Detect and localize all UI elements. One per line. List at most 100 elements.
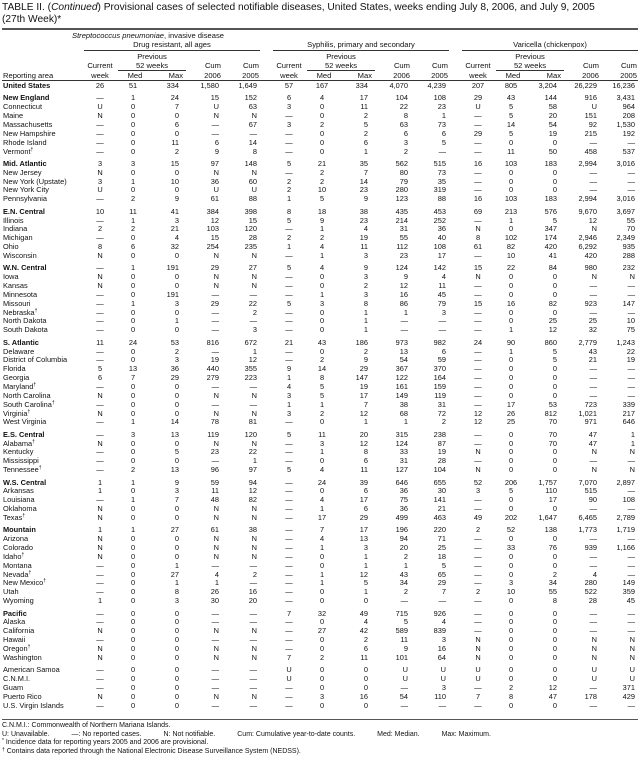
- cell-value: 2: [174, 346, 179, 356]
- cell-value: 5: [508, 486, 514, 496]
- cell-value: 0: [552, 700, 557, 710]
- cell-value: 12: [359, 569, 368, 579]
- cell-value: —: [474, 438, 482, 448]
- cell-value: 167: [315, 81, 329, 90]
- cell-value: 715: [395, 608, 408, 618]
- table-row: Florida 5 13 36 440 355 9 14 29 367 370 — 0 0 — —: [2, 364, 638, 374]
- cell-value: 202: [504, 512, 518, 522]
- cell-value: 19: [359, 381, 368, 391]
- cell-value: 3,016: [616, 194, 636, 204]
- top-rule: [2, 28, 638, 30]
- cell-value: 0: [508, 596, 514, 606]
- cum-2005-label: 2005: [431, 71, 448, 80]
- cell-value: 51: [128, 81, 138, 90]
- reporting-area: Illinois: [2, 216, 82, 226]
- cell-value: N: [213, 543, 219, 553]
- area-name: Wyoming: [3, 596, 34, 606]
- cell-value: 1: [403, 560, 408, 570]
- cell-value: 11: [438, 281, 446, 291]
- cell-value: 19: [359, 233, 368, 243]
- table-row: American Samoa — 0 0 — — U 0 0 U U U 0 0 U U: [2, 665, 638, 675]
- cell-value: 0: [552, 364, 557, 374]
- cell-value: —: [249, 608, 257, 618]
- cell-value: 29: [210, 298, 219, 308]
- cell-value: N: [97, 390, 103, 400]
- cell-value: 2,349: [616, 233, 636, 243]
- cell-value: —: [589, 682, 597, 692]
- cell-value: N: [97, 512, 103, 522]
- cell-value: 178: [584, 691, 597, 701]
- cell-value: U: [97, 185, 103, 195]
- reporting-area: Virginia†: [2, 409, 82, 419]
- area-name: Missouri: [3, 298, 31, 308]
- cell-value: U: [402, 665, 408, 675]
- cell-value: 61: [473, 242, 483, 252]
- cell-value: 35: [359, 158, 368, 168]
- table-row: Pennsylvania — 2 9 61 88 1 5 9 123 88 16 103 183 2,994…: [2, 194, 638, 204]
- cell-value: 144: [544, 93, 557, 103]
- cell-value: 1: [286, 399, 292, 409]
- area-name: Wisconsin: [3, 250, 37, 260]
- cell-value: —: [285, 137, 293, 147]
- legend-item: U: Unavailable.: [2, 730, 50, 738]
- cell-value: 7: [286, 652, 292, 662]
- table-row: Guam — 0 0 — — — 0 0 — 3 — 2 12 — 371: [2, 682, 638, 693]
- cell-value: 0: [552, 272, 557, 282]
- cum-label: Cum: [393, 61, 410, 70]
- cell-value: 11: [360, 652, 368, 662]
- cell-value: 123: [395, 194, 408, 204]
- table-row: Massachusetts — 0 6 — 67 3 2 5 63 73 — 14 54 92 1,530: [2, 120, 638, 130]
- cell-value: 0: [319, 643, 325, 653]
- cell-value: 22: [399, 102, 408, 112]
- cell-value: 82: [248, 495, 257, 505]
- cell-value: —: [438, 596, 446, 606]
- group-underline-0: [84, 50, 260, 51]
- cell-value: N: [213, 512, 219, 522]
- table-row: Tennessee† —2 13 96 97 5 4 11 127 104 N 0 0 N N: [2, 465, 638, 475]
- cell-value: 0: [508, 608, 514, 618]
- cell-value: 4: [319, 534, 325, 544]
- area-name: S. Atlantic: [3, 337, 39, 347]
- cell-value: 69: [473, 206, 483, 216]
- area-name: New Jersey: [3, 167, 42, 177]
- cell-value: 88: [437, 194, 446, 204]
- cell-value: 8: [319, 373, 325, 383]
- cell-value: 29: [359, 512, 368, 522]
- cell-value: N: [213, 534, 219, 544]
- footnote-dagger: † Contains data reported through the Nat…: [2, 746, 301, 755]
- cell-value: 94: [248, 477, 257, 487]
- cell-value: 15: [210, 93, 219, 103]
- cell-value: 12: [548, 325, 557, 335]
- cell-value: 3: [286, 390, 292, 400]
- cell-value: 9: [363, 194, 368, 204]
- cell-value: 420: [584, 250, 597, 260]
- cell-value: 0: [130, 486, 136, 496]
- cell-value: 55: [399, 233, 408, 243]
- footnote-marker: †: [32, 438, 35, 445]
- cell-value: —: [474, 185, 482, 195]
- cell-value: 0: [319, 486, 325, 496]
- cell-value: —: [474, 215, 482, 225]
- legend-item: —: No reported cases.: [71, 730, 142, 738]
- table-row: W.N. Central — 1 191 29 27 5 4 9 124 142 15 22 84 980 2…: [2, 263, 638, 273]
- cell-value: —: [589, 381, 597, 391]
- cell-value: 29: [359, 364, 368, 374]
- cell-value: 0: [508, 438, 514, 448]
- cell-value: —: [285, 111, 293, 121]
- cell-value: 124: [395, 438, 408, 448]
- cell-value: N: [97, 408, 103, 418]
- cell-value: 0: [319, 307, 325, 317]
- cell-value: 164: [433, 373, 446, 383]
- cell-value: 3: [508, 578, 514, 588]
- cell-value: 120: [244, 224, 257, 234]
- cell-value: 315: [395, 429, 408, 439]
- reporting-area: Florida: [2, 364, 82, 374]
- cell-value: —: [589, 390, 597, 400]
- cell-value: 103: [504, 158, 518, 168]
- cell-value: 0: [508, 316, 514, 326]
- cell-value: 35: [437, 176, 446, 186]
- cell-value: 17: [548, 495, 557, 505]
- cell-value: —: [285, 325, 293, 335]
- cell-value: 119: [434, 390, 446, 400]
- table-row: Alabama† N 0 0 N N — 3 12 124 87 — 0 70 47 1: [2, 438, 638, 449]
